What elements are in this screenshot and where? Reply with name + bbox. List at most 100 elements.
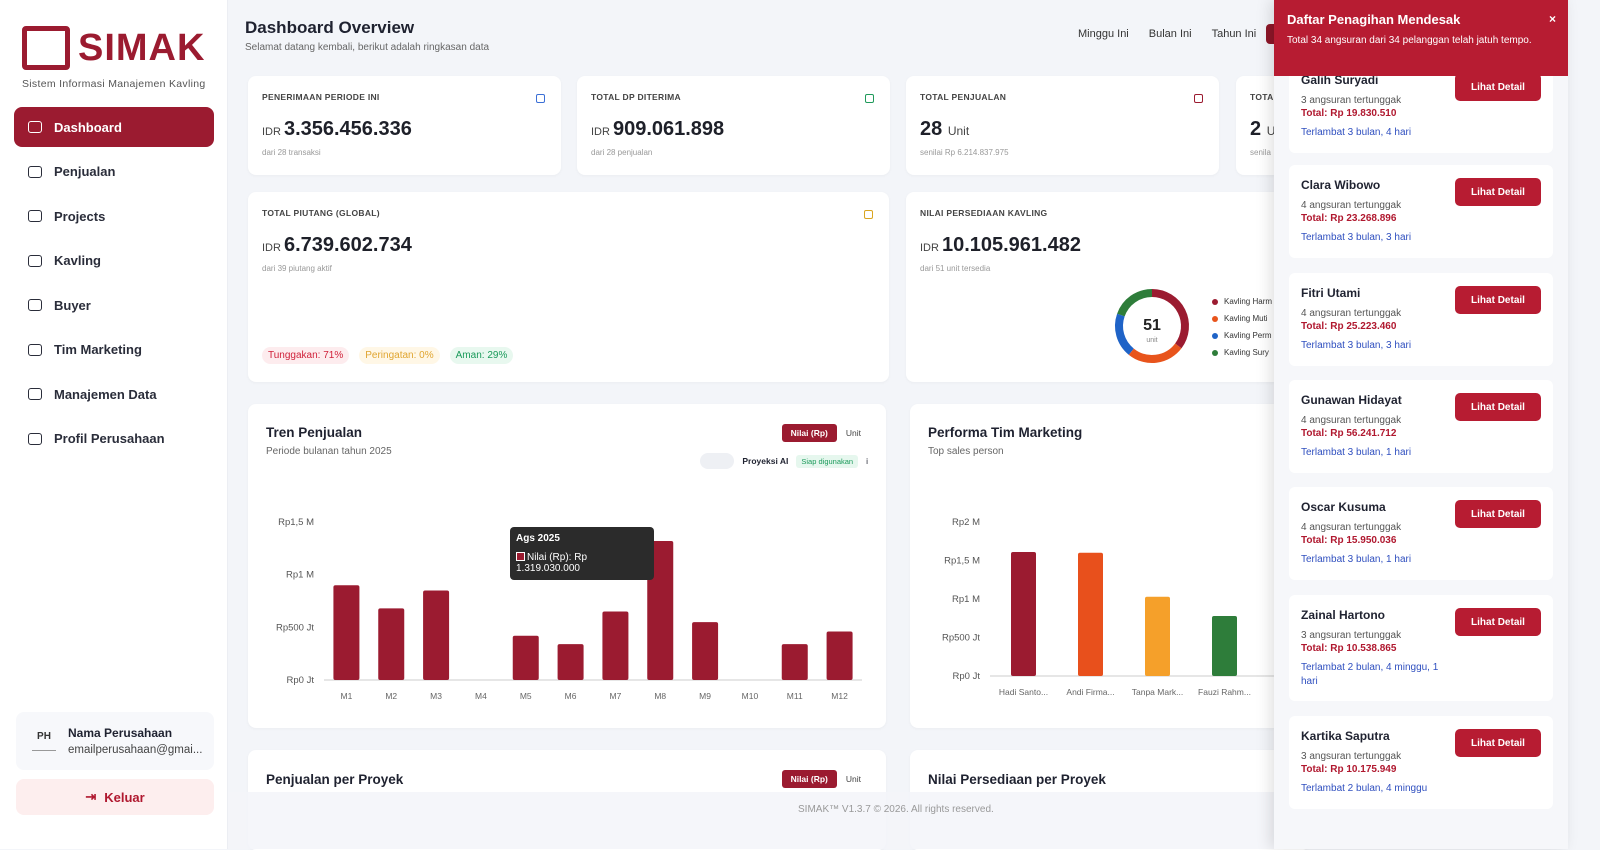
chart-title: Performa Tim Marketing xyxy=(928,425,1083,440)
persediaan-card: NILAI PERSEDIAAN KAVLING IDR 10.105.961.4… xyxy=(906,192,1306,382)
bar[interactable] xyxy=(557,644,584,680)
sidebar-item-label: Dashboard xyxy=(54,119,122,135)
toggle-nilai[interactable]: Nilai (Rp) xyxy=(781,424,837,442)
y-tick-label: Rp1,5 M xyxy=(944,556,980,567)
total-amount: Total: Rp 56.241.712 xyxy=(1301,428,1397,439)
inventory-donut: 51 unit xyxy=(1115,289,1189,363)
nav-icon xyxy=(28,210,42,222)
toggle-unit[interactable]: Unit xyxy=(845,774,861,784)
late-duration: Terlambat 3 bulan, 3 hari xyxy=(1301,232,1412,243)
legend-label: Kavling Muti xyxy=(1224,314,1268,323)
bar[interactable] xyxy=(378,608,405,680)
page-subtitle: Selamat datang kembali, berikut adalah r… xyxy=(245,42,490,53)
sidebar-item-label: Manajemen Data xyxy=(54,386,157,402)
sidebar-item-label: Buyer xyxy=(54,297,91,313)
y-tick-label: Rp2 M xyxy=(952,517,980,528)
bar[interactable] xyxy=(826,631,853,680)
view-detail-button[interactable]: Lihat Detail xyxy=(1455,73,1541,101)
penagihan-panel: Galih Suryadi 3 angsuran tertunggak Total:… xyxy=(1274,0,1568,849)
ai-projection-switch[interactable] xyxy=(700,453,735,469)
period-month[interactable]: Bulan Ini xyxy=(1148,28,1192,40)
tooltip-swatch xyxy=(516,552,525,561)
company-email: emailperusahaan@gmai... xyxy=(68,744,203,756)
card-label: TOTAL PIUTANG (GLOBAL) xyxy=(262,208,380,218)
bar[interactable] xyxy=(1145,596,1170,676)
card-value: IDR 6.739.602.734 xyxy=(262,234,412,257)
logo: SIMAK xyxy=(22,26,205,70)
bar[interactable] xyxy=(512,635,539,680)
sidebar-item-label: Profil Perusahaan xyxy=(54,431,165,446)
installment-count: 4 angsuran tertunggak xyxy=(1301,200,1402,211)
nav-icon xyxy=(28,254,42,267)
legend-dot xyxy=(1212,332,1218,339)
view-detail-button[interactable]: Lihat Detail xyxy=(1455,500,1541,528)
x-tick-label: Andi Firma... xyxy=(1066,687,1114,697)
view-detail-button[interactable]: Lihat Detail xyxy=(1455,286,1541,314)
sidebar-item-manajemen-data[interactable]: Manajemen Data xyxy=(14,374,214,414)
installment-count: 4 angsuran tertunggak xyxy=(1301,308,1402,319)
info-icon[interactable]: i xyxy=(866,456,868,466)
period-week[interactable]: Minggu Ini xyxy=(1078,28,1129,40)
sidebar-item-projects[interactable]: Projects xyxy=(14,196,214,236)
chart-subtitle: Periode bulanan tahun 2025 xyxy=(266,446,392,457)
ai-label: Proyeksi AI xyxy=(742,456,789,466)
view-detail-button[interactable]: Lihat Detail xyxy=(1455,729,1541,757)
bar[interactable] xyxy=(781,644,808,680)
stat-icon xyxy=(865,94,874,103)
total-amount: Total: Rp 19.830.510 xyxy=(1301,108,1397,119)
y-tick-label: Rp1 M xyxy=(286,570,314,581)
currency: IDR xyxy=(262,242,281,254)
bar[interactable] xyxy=(602,611,629,680)
card-label: NILAI PERSEDIAAN KAVLING xyxy=(920,208,1048,218)
sidebar-item-dashboard[interactable]: Dashboard xyxy=(14,107,214,147)
bar[interactable] xyxy=(692,622,719,680)
sidebar-item-kavling[interactable]: Kavling xyxy=(14,241,214,281)
x-tick-label: M10 xyxy=(742,691,759,701)
toast-title: Daftar Penagihan Mendesak xyxy=(1287,12,1461,27)
view-detail-button[interactable]: Lihat Detail xyxy=(1455,178,1541,206)
sidebar-item-penjualan[interactable]: Penjualan xyxy=(14,152,214,192)
bar[interactable] xyxy=(423,590,450,680)
installment-count: 3 angsuran tertunggak xyxy=(1301,630,1402,641)
toggle-unit[interactable]: Unit xyxy=(845,428,861,438)
card-sub: dari 28 penjualan xyxy=(591,148,653,157)
company-profile[interactable]: PH Nama Perusahaan emailperusahaan@gmai.… xyxy=(16,712,214,770)
close-icon[interactable]: × xyxy=(1548,12,1556,26)
donut-total: 51 xyxy=(1143,317,1161,334)
nav-icon xyxy=(28,121,42,133)
pill-peringatan: Peringatan: 0% xyxy=(359,347,440,364)
view-detail-button[interactable]: Lihat Detail xyxy=(1455,393,1541,421)
sidebar-item-tim-marketing[interactable]: Tim Marketing xyxy=(14,330,214,370)
y-tick-label: Rp500 Jt xyxy=(942,633,980,644)
page-title: Dashboard Overview xyxy=(245,18,415,37)
stat-card: TOTAL DP DITERIMA IDR 909.061.898 dari 28 p… xyxy=(577,76,890,175)
marketing-bar-chart: Rp0 Jt Rp500 Jt Rp1 M Rp1,5 M Rp2 M Hadi Sant… xyxy=(942,517,1310,697)
view-detail-button[interactable]: Lihat Detail xyxy=(1455,608,1541,636)
company-name: Nama Perusahaan xyxy=(68,726,173,740)
x-tick-label: M1 xyxy=(341,691,353,701)
unit: Unit xyxy=(947,124,970,138)
chart-tooltip: Ags 2025 Nilai (Rp): Rp 1.319.030.000 xyxy=(510,527,654,580)
late-duration: Terlambat 3 bulan, 1 hari xyxy=(1301,554,1412,565)
donut-unit: unit xyxy=(1146,337,1157,344)
bar[interactable] xyxy=(333,585,360,680)
bar[interactable] xyxy=(1212,615,1237,676)
tooltip-value: Nilai (Rp): Rp 1.319.030.000 xyxy=(516,552,588,574)
x-tick-label: M8 xyxy=(654,691,666,701)
x-tick-label: M12 xyxy=(831,691,848,701)
footer-text: SIMAK™ V1.3.7 © 2026. All rights reserve… xyxy=(798,804,994,815)
bar[interactable] xyxy=(1078,552,1103,676)
bar[interactable] xyxy=(1011,552,1036,676)
card-sub: senila xyxy=(1250,148,1271,157)
x-tick-label: M3 xyxy=(430,691,442,701)
sidebar-item-buyer[interactable]: Buyer xyxy=(14,285,214,325)
late-duration: Terlambat 2 bulan, 4 minggu, 1 hari xyxy=(1301,662,1439,687)
customer-name: Gunawan Hidayat xyxy=(1301,393,1402,407)
sidebar-item-profil-perusahaan[interactable]: Profil Perusahaan xyxy=(14,419,214,459)
customer-name: Oscar Kusuma xyxy=(1301,500,1386,514)
logout-button[interactable]: ⇥ Keluar xyxy=(16,779,214,815)
penagihan-item: Oscar Kusuma 4 angsuran tertunggak Total: … xyxy=(1289,487,1553,580)
chart-title: Penjualan per Proyek xyxy=(266,772,404,787)
toggle-nilai[interactable]: Nilai (Rp) xyxy=(781,770,837,788)
period-year[interactable]: Tahun Ini xyxy=(1211,28,1257,40)
